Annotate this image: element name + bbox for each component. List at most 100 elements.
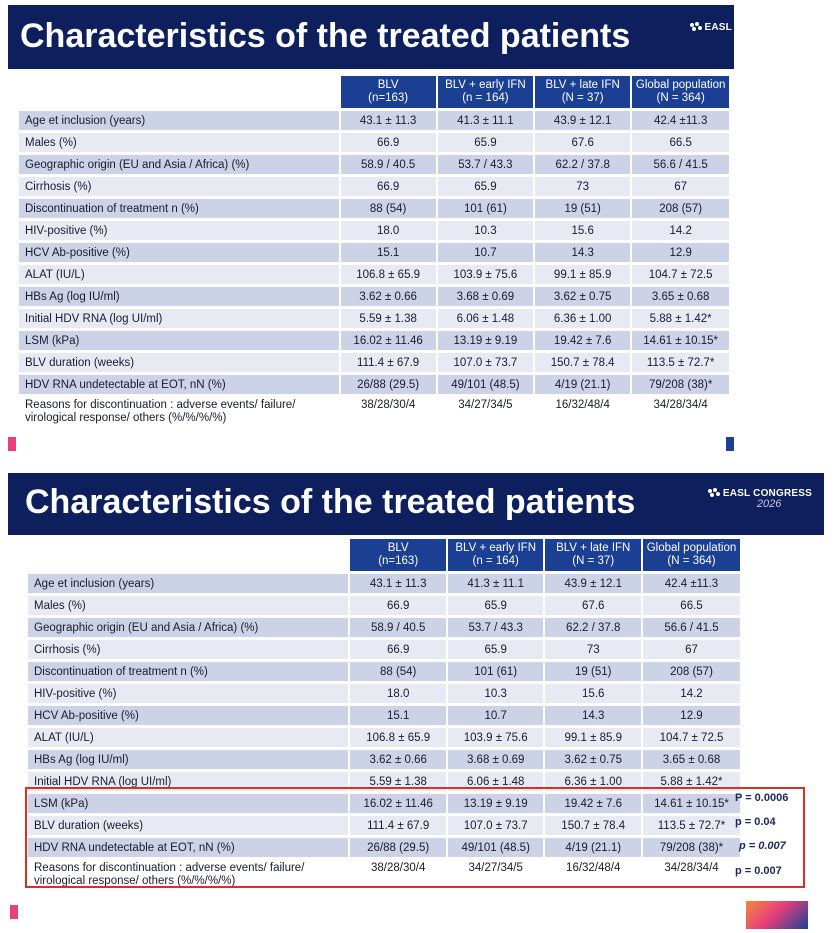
table-cell: 66.5 — [630, 133, 729, 152]
table-row: BLV duration (weeks) 111.4 ± 67.9 107.0 ± … — [19, 353, 729, 372]
row-label: BLV duration (weeks) — [19, 353, 339, 372]
table-cell: 103.9 ± 75.6 — [435, 265, 534, 284]
table-cell: 16/32/48/4 — [533, 397, 631, 429]
table-cell: 14.3 — [543, 706, 641, 725]
table-cell: 10.7 — [445, 706, 544, 725]
header-blank-cell — [28, 539, 349, 571]
table-cell: 41.3 ± 11.1 — [435, 111, 534, 130]
table-row: HCV Ab-positive (%) 15.1 10.7 14.3 12.9 — [28, 706, 740, 725]
column-header: BLV (n=163) — [338, 76, 436, 108]
table-cell: 5.88 ± 1.42* — [641, 772, 740, 791]
table-cell: 62.2 / 37.8 — [533, 155, 631, 174]
table-cell: 38/28/30/4 — [338, 397, 436, 429]
table-row: Cirrhosis (%) 66.9 65.9 73 67 — [19, 177, 729, 196]
row-label: HDV RNA undetectable at EOT, nN (%) — [19, 375, 339, 394]
table-cell: 66.9 — [338, 177, 436, 196]
table-cell: 16.02 ± 11.46 — [338, 331, 436, 350]
table-row: HCV Ab-positive (%) 15.1 10.7 14.3 12.9 — [19, 243, 729, 262]
table-cell: 13.19 ± 9.19 — [445, 794, 544, 813]
table-cell: 65.9 — [435, 133, 534, 152]
row-label: HBs Ag (log IU/ml) — [28, 750, 349, 769]
table-cell: 10.3 — [445, 684, 544, 703]
table-cell: 101 (61) — [445, 662, 544, 681]
table-cell: 3.65 ± 0.68 — [630, 287, 729, 306]
column-header: Global population (N = 364) — [641, 539, 740, 571]
row-label: Cirrhosis (%) — [19, 177, 339, 196]
corner-decoration — [8, 437, 16, 451]
table-cell: 49/101 (48.5) — [445, 838, 544, 857]
table-cell: 34/27/34/5 — [435, 397, 534, 429]
table-cell: 43.9 ± 12.1 — [533, 111, 631, 130]
table-row: Cirrhosis (%) 66.9 65.9 73 67 — [28, 640, 740, 659]
logo-year: 2026 — [756, 498, 782, 510]
characteristics-table: BLV (n=163) BLV + early IFN (n = 164) BLV … — [19, 73, 729, 432]
table-cell: 49/101 (48.5) — [435, 375, 534, 394]
table-row: HDV RNA undetectable at EOT, nN (%) 26/88… — [28, 838, 740, 857]
easl-congress-logo: EASL CONGRESS 2026 — [707, 487, 812, 510]
table-cell: 79/208 (38)* — [630, 375, 729, 394]
table-cell: 43.9 ± 12.1 — [543, 574, 641, 593]
row-label: Reasons for discontinuation : adverse ev… — [19, 397, 339, 429]
characteristics-table: BLV (n=163) BLV + early IFN (n = 164) BLV … — [28, 536, 740, 895]
table-cell: 99.1 ± 85.9 — [543, 728, 641, 747]
table-cell: 79/208 (38)* — [641, 838, 740, 857]
table-cell: 67.6 — [533, 133, 631, 152]
row-label: BLV duration (weeks) — [28, 816, 349, 835]
table-cell: 53.7 / 43.3 — [445, 618, 544, 637]
corner-decoration — [10, 905, 18, 919]
table-cell: 18.0 — [338, 221, 436, 240]
table-cell: 16.02 ± 11.46 — [348, 794, 446, 813]
table-cell: 18.0 — [348, 684, 446, 703]
row-label: Discontinuation of treatment n (%) — [19, 199, 339, 218]
slide-title: Characteristics of the treated patients — [20, 17, 631, 55]
table-row: HIV-positive (%) 18.0 10.3 15.6 14.2 — [19, 221, 729, 240]
table-row: ALAT (IU/L) 106.8 ± 65.9 103.9 ± 75.6 99.1 … — [28, 728, 740, 747]
p-value: p = 0.007 — [735, 865, 782, 877]
table-row: HDV RNA undetectable at EOT, nN (%) 26/88… — [19, 375, 729, 394]
table-cell: 5.59 ± 1.38 — [348, 772, 446, 791]
table-row: Initial HDV RNA (log UI/ml) 5.59 ± 1.38 6.… — [19, 309, 729, 328]
table-header-row: BLV (n=163) BLV + early IFN (n = 164) BLV … — [19, 76, 729, 108]
table-cell: 208 (57) — [630, 199, 729, 218]
row-label: HIV-positive (%) — [28, 684, 349, 703]
table-cell: 42.4 ±11.3 — [630, 111, 729, 130]
table-cell: 67 — [630, 177, 729, 196]
table-row: HIV-positive (%) 18.0 10.3 15.6 14.2 — [28, 684, 740, 703]
logo-text: EASL CONGRESS — [722, 487, 812, 499]
row-label: Age et inclusion (years) — [28, 574, 349, 593]
table-cell: 73 — [543, 640, 641, 659]
table-cell: 66.9 — [348, 596, 446, 615]
table-cell: 88 (54) — [348, 662, 446, 681]
table-cell: 3.65 ± 0.68 — [641, 750, 740, 769]
table-cell: 65.9 — [445, 596, 544, 615]
table-cell: 106.8 ± 65.9 — [348, 728, 446, 747]
table-cell: 14.61 ± 10.15* — [641, 794, 740, 813]
table-row: Geographic origin (EU and Asia / Africa)… — [28, 618, 740, 637]
column-header: BLV + early IFN (n = 164) — [435, 76, 534, 108]
table-cell: 10.3 — [435, 221, 534, 240]
table-cell: 111.4 ± 67.9 — [348, 816, 446, 835]
table-cell: 3.68 ± 0.69 — [445, 750, 544, 769]
table-cell: 113.5 ± 72.7* — [630, 353, 729, 372]
table-header-row: BLV (n=163) BLV + early IFN (n = 164) BLV … — [28, 539, 740, 571]
table-cell: 19 (51) — [533, 199, 631, 218]
table-cell: 103.9 ± 75.6 — [445, 728, 544, 747]
row-label: Males (%) — [28, 596, 349, 615]
table-cell: 3.62 ± 0.75 — [533, 287, 631, 306]
table-cell: 6.06 ± 1.48 — [435, 309, 534, 328]
table-cell: 14.2 — [630, 221, 729, 240]
table-cell: 66.9 — [338, 133, 436, 152]
table-cell: 15.1 — [338, 243, 436, 262]
row-label: Discontinuation of treatment n (%) — [28, 662, 349, 681]
table-cell: 88 (54) — [338, 199, 436, 218]
row-label: HBs Ag (log IU/ml) — [19, 287, 339, 306]
title-banner: Characteristics of the treated patients … — [8, 473, 824, 535]
table-cell: 5.88 ± 1.42* — [630, 309, 729, 328]
table-cell: 3.62 ± 0.66 — [338, 287, 436, 306]
table-cell: 4/19 (21.1) — [533, 375, 631, 394]
table-cell: 150.7 ± 78.4 — [533, 353, 631, 372]
table-cell: 19.42 ± 7.6 — [533, 331, 631, 350]
column-header: BLV (n=163) — [348, 539, 446, 571]
table-cell: 62.2 / 37.8 — [543, 618, 641, 637]
table-cell: 65.9 — [445, 640, 544, 659]
